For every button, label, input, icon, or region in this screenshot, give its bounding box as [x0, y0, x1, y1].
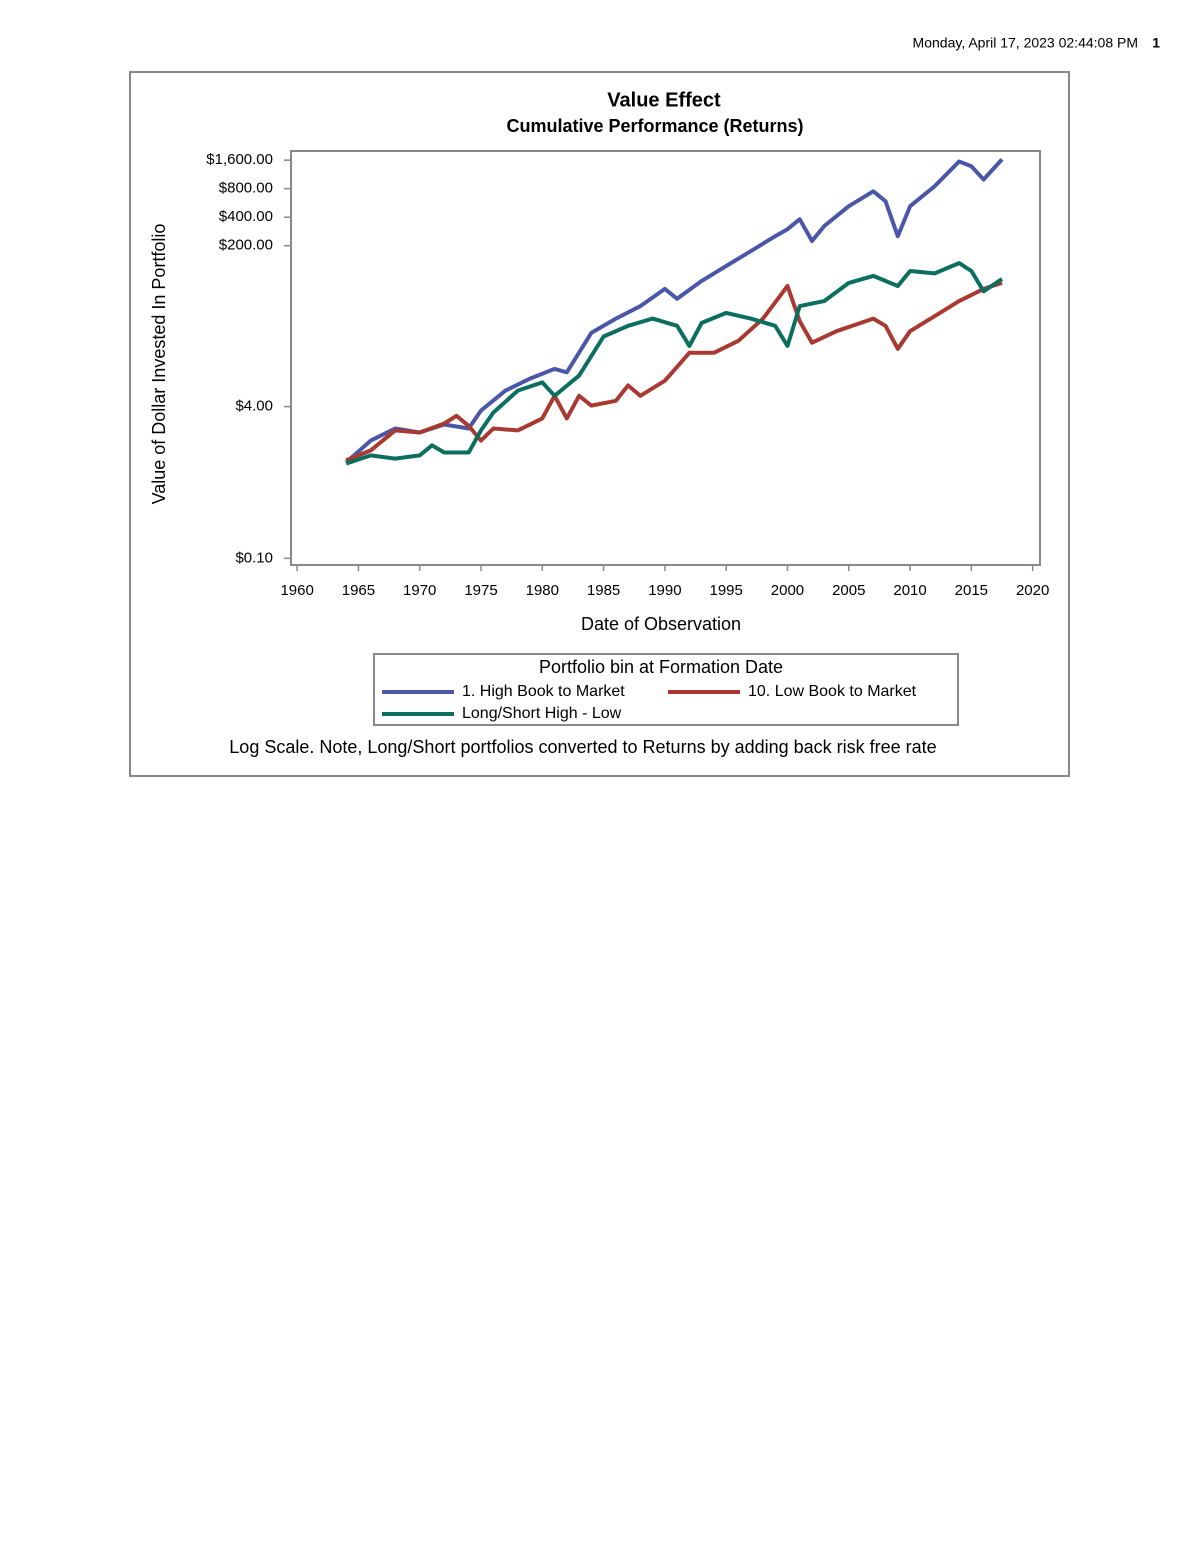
x-tick-label: 1960: [280, 582, 313, 599]
x-tick-label: 2005: [832, 582, 865, 599]
legend-label: 10. Low Book to Market: [748, 683, 917, 700]
legend-label: Long/Short High - Low: [462, 705, 622, 722]
x-tick-label: 2015: [955, 582, 988, 599]
chart-frame: [129, 71, 1070, 777]
page-number: 1: [1152, 35, 1160, 51]
y-tick-label: $200.00: [219, 237, 273, 254]
legend-label: 1. High Book to Market: [462, 683, 625, 700]
x-tick-label: 1985: [587, 582, 620, 599]
x-tick-label: 2000: [771, 582, 804, 599]
y-axis-label: Value of Dollar Invested In Portfolio: [149, 224, 169, 505]
series-line: [345, 261, 1004, 466]
footnote: Log Scale. Note, Long/Short portfolios c…: [229, 737, 936, 757]
x-tick-label: 1965: [342, 582, 375, 599]
y-tick-label: $4.00: [235, 398, 273, 415]
x-tick-label: 1980: [526, 582, 559, 599]
series-line: [345, 280, 1003, 463]
plot-area: [290, 150, 1041, 566]
x-tick-label: 2010: [893, 582, 926, 599]
y-tick-label: $400.00: [219, 208, 273, 225]
legend-title: Portfolio bin at Formation Date: [539, 657, 783, 677]
y-tick-label: $0.10: [235, 549, 273, 566]
x-tick-label: 1995: [709, 582, 742, 599]
y-tick-label: $800.00: [219, 180, 273, 197]
chart-subtitle: Cumulative Performance (Returns): [506, 116, 803, 136]
legend-box: [373, 653, 959, 726]
x-tick-label: 1970: [403, 582, 436, 599]
x-tick-label: 1975: [464, 582, 497, 599]
timestamp: Monday, April 17, 2023 02:44:08 PM: [913, 35, 1138, 51]
x-axis-label: Date of Observation: [581, 614, 741, 634]
chart-title: Value Effect: [607, 89, 721, 111]
series-line: [344, 158, 1004, 464]
y-tick-label: $1,600.00: [206, 151, 273, 168]
x-tick-label: 1990: [648, 582, 681, 599]
x-tick-label: 2020: [1016, 582, 1049, 599]
